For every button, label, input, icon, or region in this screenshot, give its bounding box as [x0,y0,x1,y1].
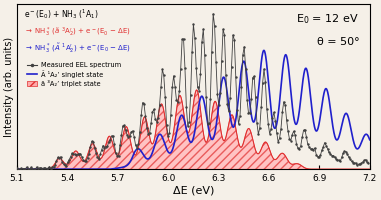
Text: e$^-$(E$_0$) + NH$_3$ ($^1$A$_1$): e$^-$(E$_0$) + NH$_3$ ($^1$A$_1$) [24,7,99,21]
Text: E$_0$ = 12 eV: E$_0$ = 12 eV [296,12,359,26]
Text: θ = 50°: θ = 50° [317,37,359,47]
X-axis label: ΔE (eV): ΔE (eV) [173,186,214,196]
Text: $\rightarrow$ NH$_3^*$ ($\tilde{a}$ $^3$A$_2^{\prime}$) + e$^-$(E$_0$ $-$ $\Delt: $\rightarrow$ NH$_3^*$ ($\tilde{a}$ $^3$… [24,26,131,39]
Legend: Measured EEL spectrum, Ã ¹A₂’ singlet state, ã ³A₂’ triplet state: Measured EEL spectrum, Ã ¹A₂’ singlet st… [27,62,121,87]
Text: $\rightarrow$ NH$_3^*$ ($\tilde{A}$ $^1$A$_2^{\prime}$) + e$^-$(E$_0$ $-$ $\Delt: $\rightarrow$ NH$_3^*$ ($\tilde{A}$ $^1$… [24,42,131,55]
Y-axis label: Intensity (arb. units): Intensity (arb. units) [4,37,14,137]
